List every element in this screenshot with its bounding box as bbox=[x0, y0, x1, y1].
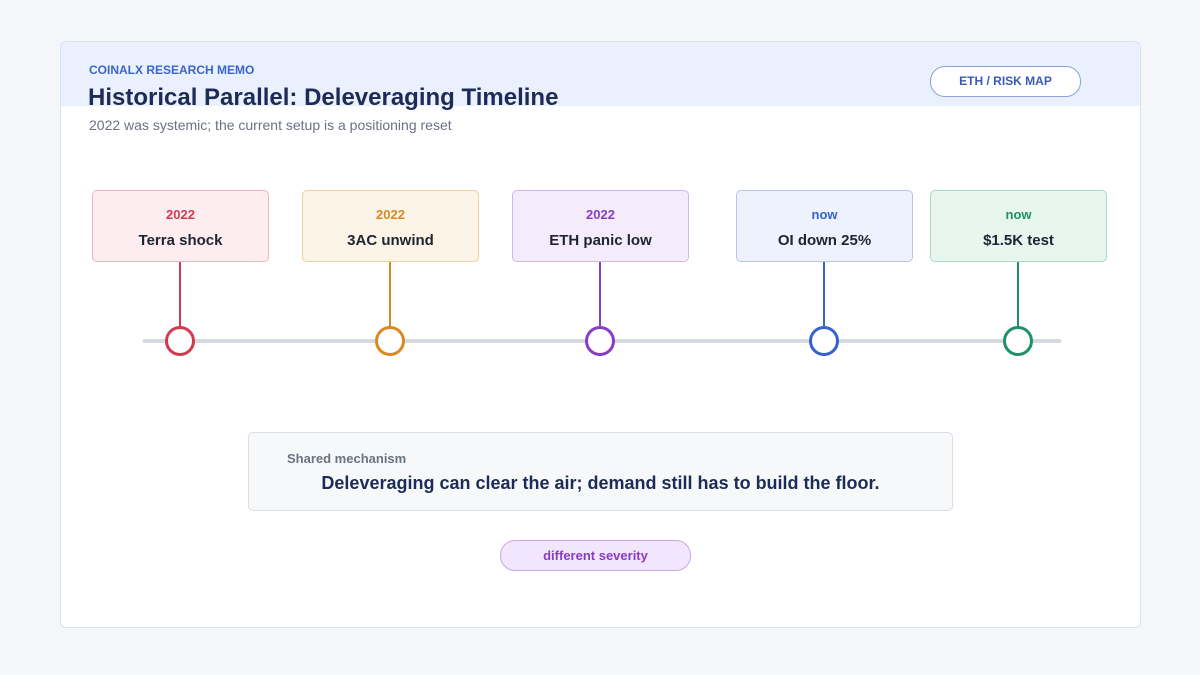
event-label: 3AC unwind bbox=[347, 232, 434, 249]
event-node bbox=[375, 326, 405, 356]
subtitle: 2022 was systemic; the current setup is … bbox=[89, 117, 452, 133]
event-label: OI down 25% bbox=[777, 232, 872, 249]
event-period: now bbox=[1005, 207, 1032, 222]
event-node bbox=[809, 326, 839, 356]
event-box: now $1.5K test bbox=[930, 190, 1107, 262]
event-box: 2022 ETH panic low bbox=[512, 190, 689, 262]
callout: Shared mechanism Deleveraging can clear … bbox=[248, 432, 953, 511]
event-label: ETH panic low bbox=[549, 232, 652, 249]
timeline bbox=[143, 252, 1061, 356]
callout-text: Deleveraging can clear the air; demand s… bbox=[321, 473, 880, 493]
event-node bbox=[1003, 326, 1033, 356]
memo-card: COINALX RESEARCH MEMO Historical Paralle… bbox=[60, 41, 1141, 628]
event-node bbox=[585, 326, 615, 356]
event-label: $1.5K test bbox=[983, 232, 1054, 249]
event-node bbox=[165, 326, 195, 356]
tag: different severity bbox=[500, 540, 691, 571]
event-period: 2022 bbox=[376, 207, 405, 222]
callout-heading: Shared mechanism bbox=[287, 451, 407, 466]
event-box: 2022 Terra shock bbox=[92, 190, 269, 262]
event-box: 2022 3AC unwind bbox=[302, 190, 479, 262]
event-period: 2022 bbox=[166, 207, 195, 222]
title: Historical Parallel: Deleveraging Timeli… bbox=[88, 84, 559, 111]
event-box: now OI down 25% bbox=[736, 190, 913, 262]
event-label: Terra shock bbox=[138, 232, 223, 249]
event-period: now bbox=[811, 207, 838, 222]
kicker: COINALX RESEARCH MEMO bbox=[89, 63, 255, 77]
event-period: 2022 bbox=[586, 207, 615, 222]
badge: ETH / RISK MAP bbox=[930, 66, 1081, 97]
